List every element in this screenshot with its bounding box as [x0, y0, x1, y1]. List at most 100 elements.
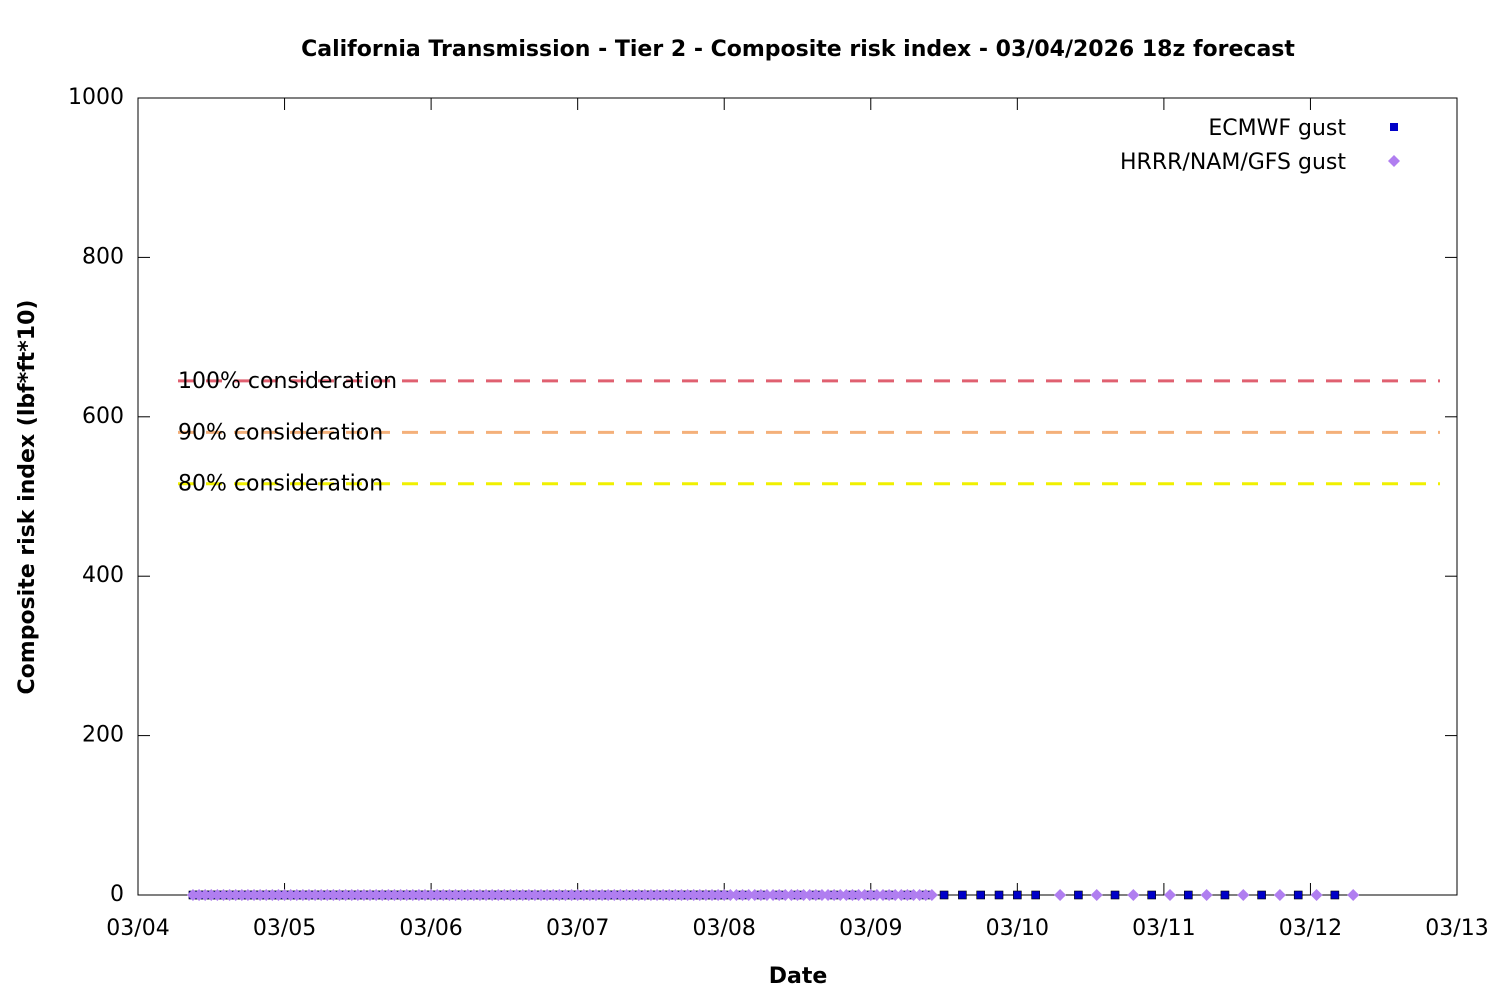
data-point [498, 889, 511, 901]
data-point [223, 889, 236, 901]
data-point [797, 889, 810, 901]
data-point [1237, 889, 1250, 901]
data-point [376, 889, 389, 901]
data-point [663, 889, 676, 901]
x-tick-label: 03/06 [399, 916, 462, 941]
data-point [315, 889, 328, 901]
y-axis-label: Composite risk index (lbf*ft*10) [15, 300, 40, 695]
x-tick-label: 03/05 [253, 916, 316, 941]
data-point [357, 889, 370, 901]
data-point [541, 889, 554, 901]
data-point [290, 889, 303, 901]
data-point [742, 889, 755, 901]
data-point [547, 889, 560, 901]
y-tick-label: 400 [82, 563, 124, 588]
data-point [229, 889, 242, 901]
data-point [235, 889, 248, 901]
data-point [748, 889, 761, 901]
data-point [681, 889, 694, 901]
data-point [687, 889, 700, 901]
data-point [889, 889, 902, 901]
y-tick-label: 0 [110, 882, 124, 907]
data-point [486, 889, 499, 901]
data-point [394, 889, 407, 901]
data-point [425, 889, 438, 901]
data-point [412, 889, 425, 901]
data-point [626, 889, 639, 901]
data-point [419, 889, 432, 901]
data-point [907, 889, 920, 901]
data-point [822, 889, 835, 901]
data-point [1074, 890, 1083, 900]
data-point [199, 889, 212, 901]
data-point [1127, 889, 1140, 901]
data-point [528, 889, 541, 901]
data-point [296, 889, 309, 901]
data-point [272, 889, 285, 901]
legend-marker [1390, 123, 1398, 131]
data-point [657, 889, 670, 901]
data-point [858, 889, 871, 901]
data-point [773, 889, 786, 901]
y-tick-label: 1000 [68, 85, 124, 110]
x-tick-label: 03/04 [106, 916, 169, 941]
data-point [461, 889, 474, 901]
data-point [589, 889, 602, 901]
data-point [455, 889, 468, 901]
data-point [852, 889, 865, 901]
legend-marker [1388, 155, 1400, 167]
x-tick-label: 03/11 [1132, 916, 1195, 941]
data-point [895, 889, 908, 901]
data-point [724, 889, 737, 901]
data-point [443, 889, 456, 901]
data-point [1347, 889, 1360, 901]
data-point [1200, 889, 1213, 901]
data-point [614, 889, 627, 901]
data-point [1257, 890, 1266, 900]
x-tick-label: 03/12 [1279, 916, 1342, 941]
data-point [364, 889, 377, 901]
data-point [1220, 890, 1230, 900]
data-point [449, 889, 462, 901]
data-point [1110, 890, 1120, 900]
data-point [840, 889, 853, 901]
data-point [211, 889, 224, 901]
data-point [1147, 890, 1156, 900]
data-point [669, 889, 682, 901]
data-point [809, 889, 822, 901]
data-point [1031, 890, 1040, 900]
data-point [730, 889, 743, 901]
data-point [596, 889, 609, 901]
data-point [699, 889, 712, 901]
legend-label: ECMWF gust [1208, 116, 1346, 141]
data-point [785, 889, 798, 901]
data-point [693, 889, 706, 901]
data-point [351, 889, 364, 901]
data-point [370, 889, 383, 901]
data-point [382, 889, 395, 901]
data-point [535, 889, 548, 901]
data-point [565, 889, 578, 901]
data-point [1054, 889, 1067, 901]
threshold-label: 80% consideration [178, 472, 383, 497]
data-point [919, 889, 932, 901]
data-point [883, 889, 896, 901]
x-tick-label: 03/13 [1425, 916, 1488, 941]
data-point [553, 889, 566, 901]
data-point [321, 889, 334, 901]
data-point [958, 890, 967, 900]
data-point [939, 890, 949, 900]
x-tick-label: 03/07 [546, 916, 609, 941]
data-point [583, 889, 596, 901]
data-point [736, 889, 749, 901]
data-point [339, 889, 352, 901]
threshold-label: 90% consideration [178, 420, 383, 445]
data-point [327, 889, 340, 901]
data-point [571, 889, 584, 901]
data-point [870, 889, 883, 901]
data-point [467, 889, 480, 901]
y-tick-label: 200 [82, 723, 124, 748]
data-point [577, 889, 590, 901]
data-point [302, 889, 315, 901]
